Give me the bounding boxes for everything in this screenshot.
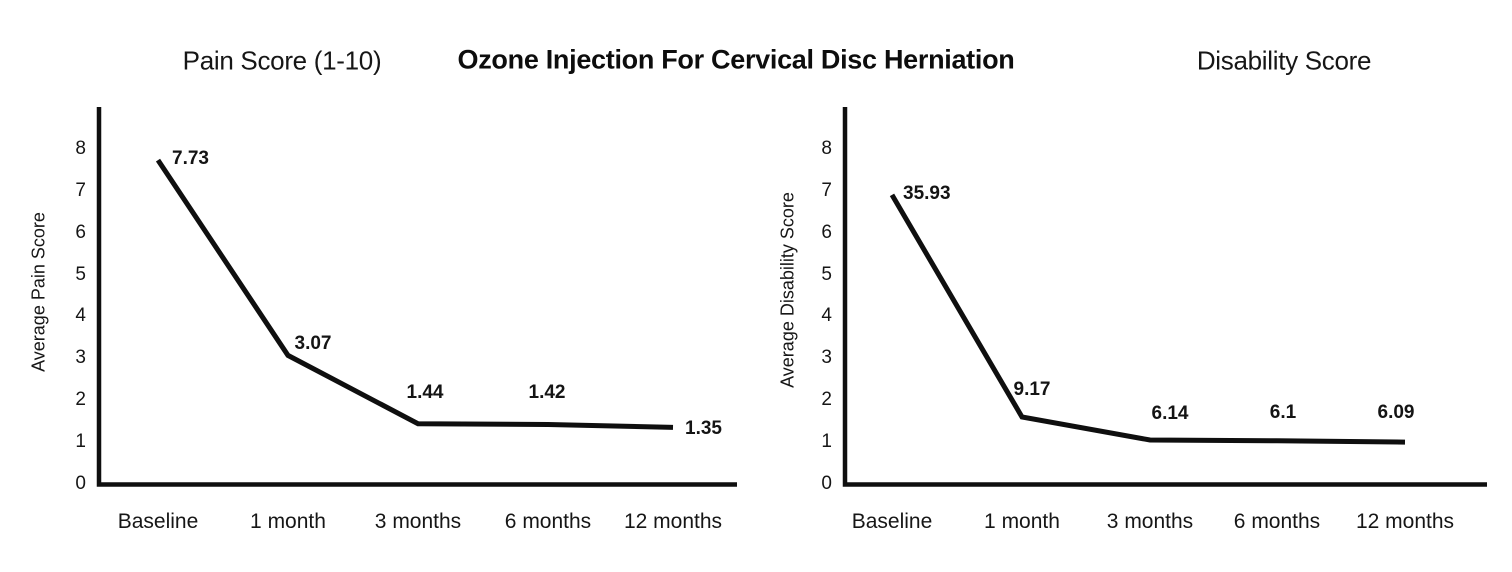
y-tick-label: 0	[821, 473, 832, 494]
x-tick-label: 1 month	[984, 510, 1060, 533]
disability-chart-title: Disability Score	[1196, 45, 1372, 76]
data-point-label: 6.1	[1269, 402, 1297, 423]
y-axis-title: Average Disability Score	[777, 192, 798, 388]
data-point-label: 35.93	[903, 183, 951, 204]
y-axis-title: Average Pain Score	[28, 212, 49, 372]
y-tick-label: 6	[75, 221, 86, 243]
x-tick-label: 3 months	[1106, 510, 1194, 533]
y-tick-label: 1	[821, 431, 832, 453]
x-tick-label: 3 months	[374, 510, 462, 533]
x-tick-label: 6 months	[504, 510, 592, 533]
data-point-label: 1.44	[406, 382, 444, 403]
y-tick-label: 4	[821, 305, 832, 327]
data-point-label: 6.09	[1377, 402, 1415, 423]
x-tick-label: Baseline	[117, 510, 199, 533]
axis-line	[96, 107, 737, 487]
data-line	[889, 193, 1406, 445]
y-tick-label: 6	[821, 221, 832, 243]
y-tick-label: 4	[75, 305, 86, 327]
data-point-label: 9.17	[1013, 379, 1051, 400]
data-point-label: 7.73	[172, 148, 209, 169]
y-tick-label: 8	[821, 137, 832, 159]
y-tick-label: 2	[75, 389, 86, 411]
y-tick-label: 2	[821, 389, 832, 411]
y-tick-label: 3	[821, 347, 832, 369]
x-tick-label: 12 months	[623, 510, 723, 533]
x-tick-label: 12 months	[1355, 510, 1455, 533]
y-tick-label: 7	[821, 179, 832, 201]
x-tick-label: 1 month	[250, 510, 326, 533]
x-tick-label: Baseline	[851, 510, 933, 533]
pain-chart-title: Pain Score (1-10)	[182, 45, 382, 76]
y-tick-label: 8	[75, 137, 86, 159]
figure-title: Ozone Injection For Cervical Disc Hernia…	[457, 44, 1015, 75]
y-tick-label: 5	[821, 263, 832, 285]
data-point-label: 3.07	[294, 333, 332, 354]
x-tick-label: 6 months	[1233, 510, 1321, 533]
data-line	[155, 158, 674, 430]
data-point-label: 6.14	[1151, 403, 1189, 424]
y-tick-label: 0	[75, 473, 86, 494]
y-tick-label: 7	[75, 179, 86, 201]
data-point-label: 1.35	[685, 418, 722, 439]
data-point-label: 1.42	[528, 382, 566, 403]
y-tick-label: 5	[75, 263, 86, 285]
y-tick-label: 3	[75, 347, 86, 369]
axis-line	[842, 107, 1487, 487]
y-tick-label: 1	[75, 431, 86, 453]
